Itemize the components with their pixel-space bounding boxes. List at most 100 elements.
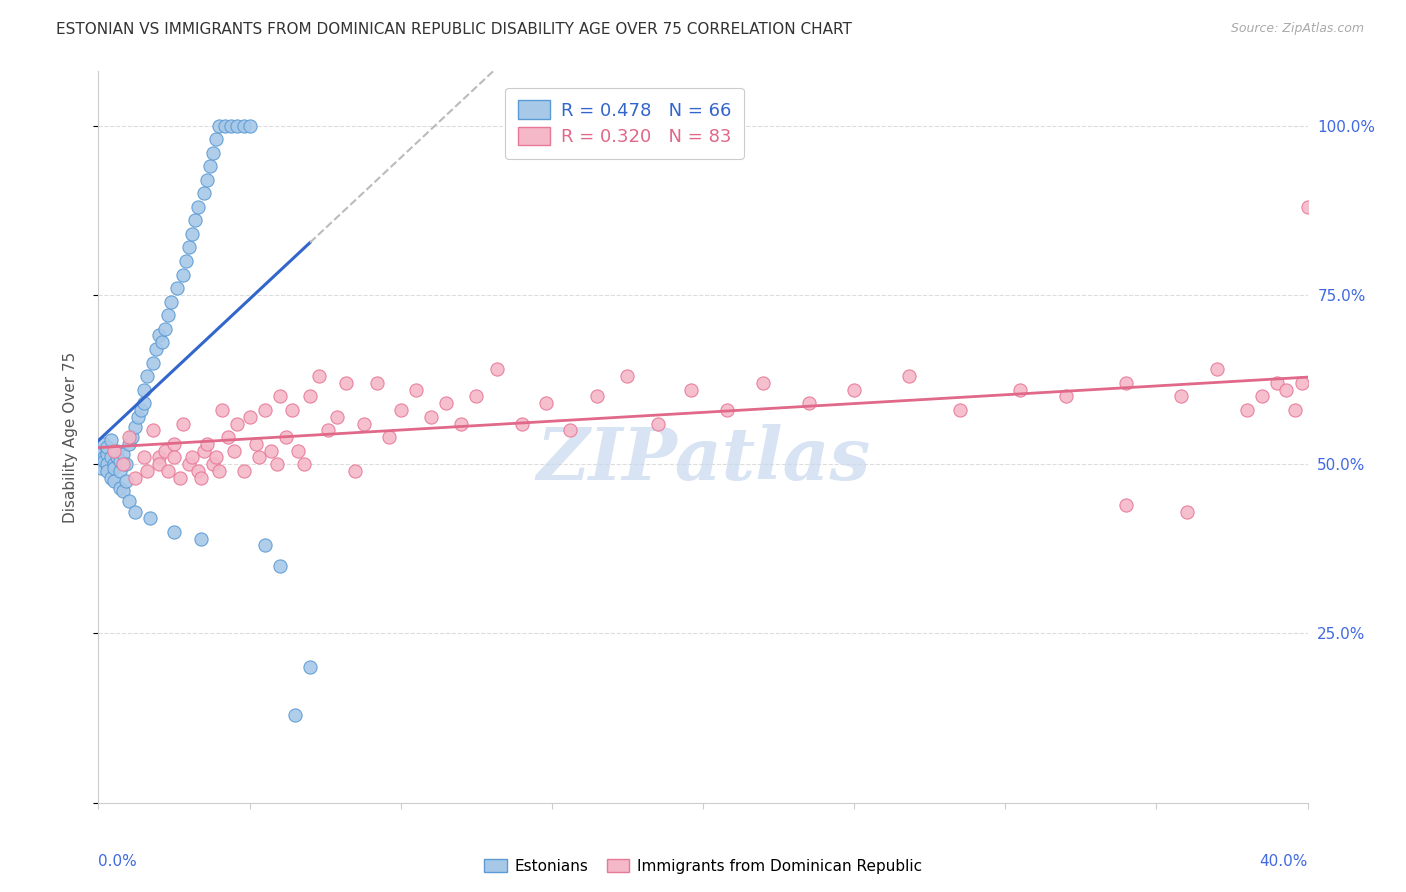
Point xyxy=(420,409,443,424)
Point xyxy=(284,707,307,722)
Point xyxy=(269,389,291,403)
Point xyxy=(190,471,212,485)
Point xyxy=(253,538,276,552)
Point xyxy=(299,660,322,674)
Point xyxy=(205,132,228,146)
Point xyxy=(193,443,215,458)
Point xyxy=(208,119,231,133)
Point xyxy=(93,454,115,468)
Point xyxy=(949,403,972,417)
Point xyxy=(111,447,134,461)
Point xyxy=(353,417,375,431)
Point xyxy=(344,464,367,478)
Point xyxy=(1296,200,1319,214)
Point xyxy=(211,403,233,417)
Point xyxy=(100,434,122,448)
Point xyxy=(274,430,297,444)
Point xyxy=(239,409,262,424)
Point xyxy=(316,423,339,437)
Point xyxy=(377,430,399,444)
Point xyxy=(253,403,276,417)
Point xyxy=(108,481,131,495)
Point xyxy=(129,403,152,417)
Point xyxy=(124,505,146,519)
Point xyxy=(172,268,194,282)
Point xyxy=(124,420,146,434)
Point xyxy=(1115,376,1137,390)
Point xyxy=(172,417,194,431)
Point xyxy=(148,328,170,343)
Point xyxy=(139,511,162,525)
Point xyxy=(181,450,204,465)
Point xyxy=(195,437,218,451)
Point xyxy=(148,450,170,465)
Point xyxy=(1054,389,1077,403)
Point xyxy=(163,437,186,451)
Y-axis label: Disability Age Over 75: Disability Age Over 75 xyxy=(63,351,77,523)
Point xyxy=(181,227,204,241)
Point xyxy=(797,396,820,410)
Point xyxy=(90,443,112,458)
Point xyxy=(96,447,118,461)
Point xyxy=(132,383,155,397)
Point xyxy=(100,450,122,465)
Point xyxy=(96,464,118,478)
Point xyxy=(187,464,209,478)
Point xyxy=(266,457,288,471)
Point xyxy=(558,423,581,437)
Point xyxy=(153,443,176,458)
Point xyxy=(202,145,225,160)
Point xyxy=(389,403,412,417)
Point xyxy=(335,376,357,390)
Point xyxy=(111,484,134,499)
Point xyxy=(287,443,309,458)
Legend: R = 0.478   N = 66, R = 0.320   N = 83: R = 0.478 N = 66, R = 0.320 N = 83 xyxy=(505,87,744,159)
Point xyxy=(1275,383,1298,397)
Point xyxy=(156,308,179,322)
Point xyxy=(105,450,128,465)
Point xyxy=(232,464,254,478)
Point xyxy=(93,437,115,451)
Point xyxy=(187,200,209,214)
Point xyxy=(1115,498,1137,512)
Point xyxy=(465,389,488,403)
Point xyxy=(1291,376,1313,390)
Point xyxy=(292,457,315,471)
Point xyxy=(114,474,136,488)
Point xyxy=(169,471,191,485)
Point xyxy=(844,383,866,397)
Point xyxy=(179,457,201,471)
Point xyxy=(1170,389,1192,403)
Point xyxy=(184,213,207,227)
Point xyxy=(647,417,669,431)
Point xyxy=(100,471,122,485)
Point xyxy=(135,369,157,384)
Point xyxy=(160,294,183,309)
Point xyxy=(308,369,330,384)
Text: ESTONIAN VS IMMIGRANTS FROM DOMINICAN REPUBLIC DISABILITY AGE OVER 75 CORRELATIO: ESTONIAN VS IMMIGRANTS FROM DOMINICAN RE… xyxy=(56,22,852,37)
Point xyxy=(1236,403,1258,417)
Point xyxy=(142,423,165,437)
Point xyxy=(217,430,239,444)
Point xyxy=(239,119,262,133)
Point xyxy=(245,437,267,451)
Point xyxy=(142,355,165,369)
Point xyxy=(103,460,125,475)
Point xyxy=(114,457,136,471)
Point xyxy=(96,457,118,471)
Point xyxy=(1284,403,1306,417)
Point xyxy=(679,383,702,397)
Point xyxy=(135,464,157,478)
Point xyxy=(897,369,920,384)
Point xyxy=(221,119,243,133)
Point xyxy=(90,460,112,475)
Point xyxy=(179,240,201,254)
Point xyxy=(190,532,212,546)
Point xyxy=(150,335,173,350)
Point xyxy=(716,403,738,417)
Point xyxy=(226,417,249,431)
Point xyxy=(205,450,228,465)
Point xyxy=(103,457,125,471)
Point xyxy=(232,119,254,133)
Point xyxy=(156,464,179,478)
